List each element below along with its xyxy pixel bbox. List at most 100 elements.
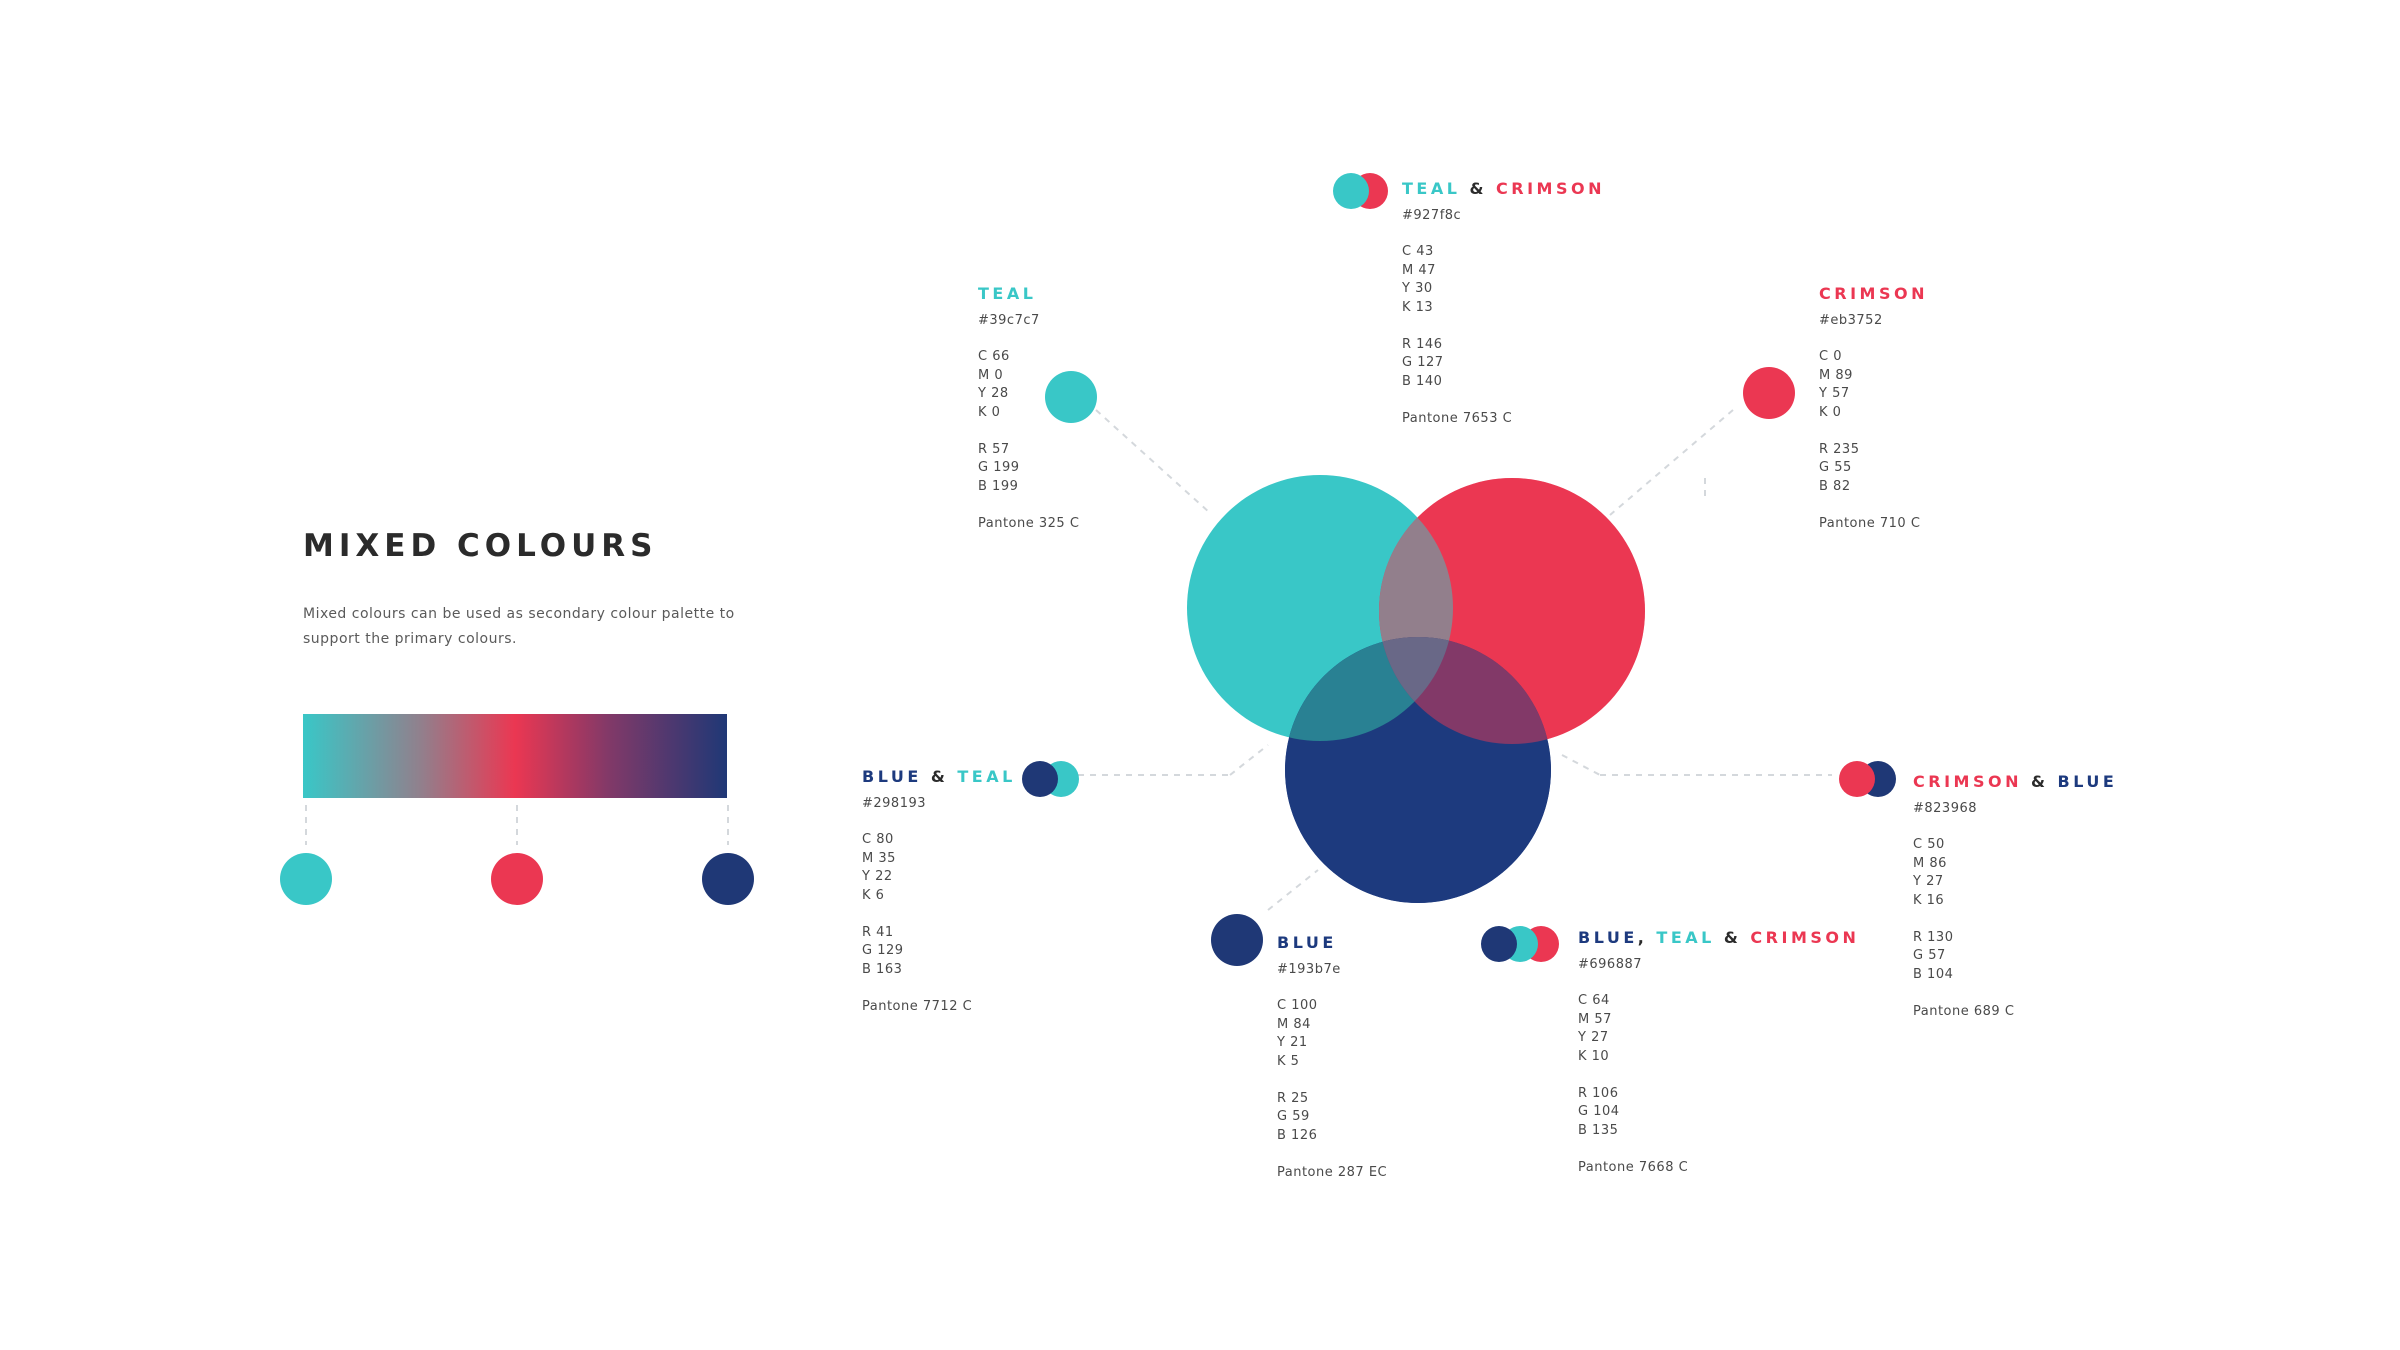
cmyk-value: C 50 [1913, 837, 1945, 852]
rgb-value: B 163 [862, 961, 903, 977]
cmyk-values: C 66 M 0 Y 28 K 0 [978, 348, 1079, 422]
colour-name: BLUE, TEAL & CRIMSON [1578, 928, 1860, 948]
colour-name: TEAL [978, 284, 1079, 304]
cmyk-value: C 0 [1819, 349, 1842, 364]
card-crimson-blue: CRIMSON & BLUE #823968 C 50 M 86 Y 27 K 16 R 1… [1913, 772, 2118, 1021]
colour-name-part: CRIMSON [1496, 179, 1605, 198]
rgb-value: G 199 [978, 460, 1020, 475]
colour-name-part: TEAL [978, 284, 1037, 303]
blue-teal-crimson-dots [1481, 926, 1559, 962]
cmyk-value: C 43 [1402, 244, 1434, 259]
hex-code: #696887 [1578, 956, 1643, 972]
card-blue-teal: BLUE & TEAL #298193 C 80 M 35 Y 22 K 6 R 41 G 1… [862, 767, 1016, 1016]
colour-name-part: & [1460, 179, 1497, 198]
colour-name-part: BLUE [2057, 772, 2118, 791]
cmyk-value: M 84 [1277, 1016, 1311, 1032]
colour-name: CRIMSON & BLUE [1913, 772, 2118, 792]
rgb-value: R 57 [978, 441, 1010, 457]
rgb-values: R 57 G 199 B 199 [978, 441, 1079, 497]
rgb-value: R 146 [1402, 336, 1443, 352]
pantone-code: Pantone 325 C [978, 515, 1080, 531]
rgb-values: R 235 G 55 B 82 [1819, 441, 1928, 497]
colour-name-part: CRIMSON [1750, 928, 1860, 947]
colour-name-part: & [2021, 772, 2058, 791]
hex-code: #927f8c [1402, 207, 1462, 223]
colour-name-part: TEAL [957, 767, 1016, 786]
cmyk-value: C 80 [862, 832, 894, 847]
cmyk-value: Y 57 [1819, 386, 1850, 401]
cmyk-values: C 100 M 84 Y 21 K 5 [1277, 997, 1387, 1071]
cmyk-value: C 100 [1277, 998, 1318, 1013]
cmyk-value: K 0 [978, 404, 1001, 420]
cmyk-value: K 16 [1913, 892, 1945, 908]
rgb-value: G 57 [1913, 948, 1946, 963]
cmyk-values: C 64 M 57 Y 27 K 10 [1578, 992, 1859, 1066]
rgb-values: R 130 G 57 B 104 [1913, 929, 2117, 985]
cmyk-values: C 43 M 47 Y 30 K 13 [1402, 243, 1605, 317]
cmyk-value: C 64 [1578, 993, 1610, 1008]
rgb-value: B 135 [1578, 1122, 1619, 1138]
cmyk-value: M 89 [1819, 367, 1853, 383]
crimson-dot [1743, 367, 1795, 419]
cmyk-value: M 47 [1402, 262, 1436, 278]
cmyk-value: M 35 [862, 850, 896, 866]
rgb-value: R 235 [1819, 441, 1860, 457]
hex-code: #823968 [1913, 800, 1978, 816]
connector-crimson [1609, 409, 1734, 516]
rgb-values: R 25 G 59 B 126 [1277, 1090, 1387, 1146]
cmyk-value: K 6 [862, 887, 885, 903]
cmyk-value: M 86 [1913, 855, 1947, 871]
cmyk-values: C 80 M 35 Y 22 K 6 [862, 831, 1016, 905]
card-teal-crimson: TEAL & CRIMSON #927f8c C 43 M 47 Y 30 K 13 R 1… [1402, 179, 1605, 428]
rgb-value: B 140 [1402, 373, 1443, 389]
gradient-swatch-blue [702, 853, 754, 905]
rgb-value: G 127 [1402, 355, 1444, 370]
rgb-value: R 41 [862, 924, 894, 940]
venn-crimson-blue-overlap [1379, 637, 1551, 744]
colour-name-part: BLUE [1578, 928, 1638, 947]
cmyk-value: Y 28 [978, 386, 1009, 401]
rgb-value: B 104 [1913, 966, 1954, 982]
colour-name-part: & [921, 767, 958, 786]
cmyk-value: Y 27 [1578, 1030, 1609, 1045]
rgb-values: R 146 G 127 B 140 [1402, 336, 1605, 392]
colour-name-part: , [1637, 928, 1657, 947]
rgb-value: R 106 [1578, 1085, 1619, 1101]
cmyk-value: M 57 [1578, 1011, 1612, 1027]
cmyk-value: M 0 [978, 367, 1004, 383]
colour-name-part: CRIMSON [1913, 772, 2022, 791]
connector-teal [1095, 409, 1211, 514]
colour-name: TEAL & CRIMSON [1402, 179, 1605, 199]
hex-code: #39c7c7 [978, 312, 1040, 328]
rgb-values: R 106 G 104 B 135 [1578, 1085, 1859, 1141]
cmyk-value: Y 21 [1277, 1035, 1308, 1050]
cmyk-value: K 13 [1402, 299, 1434, 315]
card-blue: BLUE #193b7e C 100 M 84 Y 21 K 5 R 25 G 59 B 126… [1277, 933, 1388, 1182]
blue-teal-dots [1022, 761, 1079, 797]
venn-blue-teal-overlap [1285, 637, 1453, 741]
rgb-value: R 25 [1277, 1090, 1309, 1106]
crimson-blue-dots [1839, 761, 1896, 797]
cmyk-values: C 50 M 86 Y 27 K 16 [1913, 836, 2117, 910]
gradient-swatch-crimson [491, 853, 543, 905]
rgb-value: B 82 [1819, 478, 1851, 494]
pantone-code: Pantone 287 EC [1277, 1164, 1388, 1180]
cmyk-value: Y 22 [862, 869, 893, 884]
pantone-code: Pantone 689 C [1913, 1003, 2015, 1019]
gradient-swatch-teal [280, 853, 332, 905]
connector-blue [1267, 869, 1319, 911]
rgb-value: G 59 [1277, 1109, 1310, 1124]
hex-code: #193b7e [1277, 961, 1341, 977]
teal-dot [1045, 371, 1097, 423]
connector-blue-teal-diag [1229, 744, 1269, 776]
page-description: Mixed colours can be used as secondary c… [303, 606, 735, 647]
colour-name-part: & [1714, 928, 1751, 947]
cmyk-value: K 0 [1819, 404, 1842, 420]
cmyk-value: C 66 [978, 349, 1010, 364]
rgb-values: R 41 G 129 B 163 [862, 924, 1016, 980]
cmyk-value: K 10 [1578, 1048, 1610, 1064]
rgb-value: G 55 [1819, 460, 1852, 475]
card-teal: TEAL #39c7c7 C 66 M 0 Y 28 K 0 R 57 G 199 B 199 P… [978, 284, 1080, 533]
cmyk-value: K 5 [1277, 1053, 1300, 1069]
card-crimson: CRIMSON #eb3752 C 0 M 89 Y 57 K 0 R 235 G 55 B 8… [1819, 284, 1928, 533]
